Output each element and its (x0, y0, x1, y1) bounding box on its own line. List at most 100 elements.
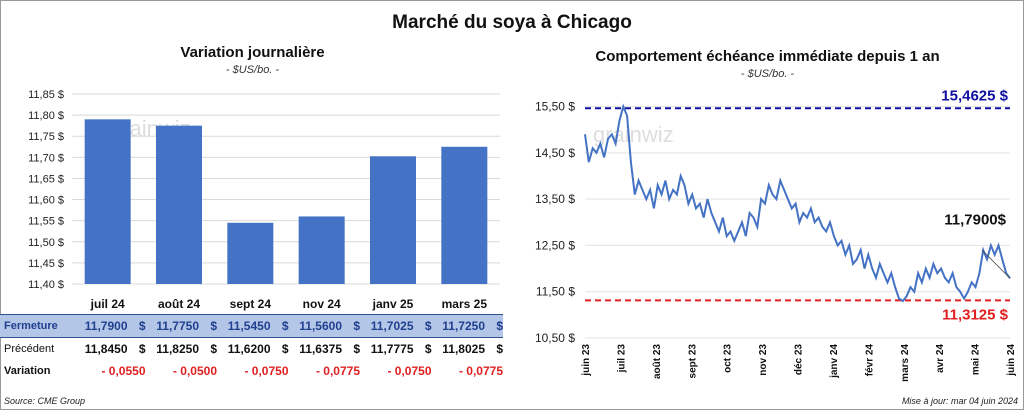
x-tick-label: août 24 (158, 297, 200, 311)
currency-symbol: $ (281, 342, 289, 356)
currency-symbol: $ (496, 342, 503, 356)
cell-value: 11,7900 (84, 319, 128, 333)
x-tick-label: janv 24 (829, 344, 840, 379)
table-cell-variation: - 0,0500 (146, 360, 217, 382)
x-tick-label: mai 24 (971, 344, 982, 376)
table-cell-precedent: 11,8250 $ (146, 338, 217, 361)
x-tick-label: juin 23 (581, 344, 592, 377)
x-tick-label: sept 23 (687, 344, 698, 379)
table-cell-precedent: 11,6200 $ (217, 338, 289, 361)
y-tick-label: 10,50 $ (535, 331, 575, 345)
cell-value: - 0,0750 (244, 364, 289, 378)
cell-value: 11,6200 (227, 342, 271, 356)
x-tick-label: juil 23 (616, 344, 627, 374)
x-tick-label: nov 24 (303, 297, 341, 311)
x-tick-label: janv 25 (372, 297, 414, 311)
bar (370, 156, 416, 284)
cell-value: 11,7775 (370, 342, 414, 356)
row-label-fermeture: Fermeture (0, 314, 74, 338)
y-tick-label: 15,50 $ (535, 100, 575, 114)
right-chart-unit: - $US/bo. - (740, 68, 795, 80)
cell-value: - 0,0750 (387, 364, 432, 378)
table-cell-fermeture: 11,7750 $ (145, 314, 217, 338)
currency-symbol: $ (496, 319, 503, 333)
table-cell-fermeture: 11,5600 $ (288, 314, 360, 338)
table-cell-fermeture: 11,7025 $ (360, 314, 432, 338)
right-chart-title: Comportement échéance immédiate depuis 1… (595, 48, 940, 65)
bar (298, 216, 345, 284)
y-tick-label: 11,40 $ (28, 279, 64, 291)
table-cell-variation: - 0,0550 (74, 360, 146, 382)
currency-symbol: $ (353, 319, 360, 333)
table-cell-fermeture: 11,7900 $ (74, 314, 146, 338)
x-tick-label: déc 23 (794, 344, 805, 376)
currency-symbol: $ (424, 342, 432, 356)
y-tick-label: 11,85 $ (28, 89, 64, 101)
table-cell-variation: - 0,0775 (432, 360, 503, 382)
table-cell-precedent: 11,6375 $ (289, 338, 360, 361)
currency-symbol: $ (138, 319, 146, 333)
table-cell-fermeture: 11,7250 $ (431, 314, 503, 338)
source-note: Source: CME Group (4, 396, 86, 406)
last-value-label: 11,7900$ (944, 212, 1006, 229)
y-tick-label: 11,75 $ (28, 131, 64, 143)
cell-value: 11,6375 (299, 342, 342, 356)
y-tick-label: 11,65 $ (28, 173, 64, 185)
x-tick-label: juil 24 (90, 297, 125, 311)
watermark-text: grainwiz (593, 122, 674, 147)
table-cell-variation: - 0,0750 (217, 360, 289, 382)
y-tick-label: 11,50 $ (536, 285, 575, 299)
left-chart-title: Variation journalière (180, 44, 325, 61)
table-cell-precedent: 11,7775 $ (360, 338, 432, 361)
cell-value: 11,7750 (156, 319, 199, 333)
bar (227, 222, 274, 284)
cell-value: 11,5450 (227, 319, 271, 333)
x-tick-label: mars 25 (442, 297, 488, 311)
y-tick-label: 11,80 $ (28, 110, 64, 122)
x-tick-label: oct 23 (723, 344, 734, 373)
update-note: Mise à jour: mar 04 juin 2024 (901, 396, 1018, 406)
main-title: Marché du soya à Chicago (392, 12, 632, 33)
bar (156, 125, 202, 284)
x-tick-label: mars 24 (900, 344, 911, 382)
table-cell-precedent: 11,8450 $ (74, 338, 146, 361)
cell-value: 11,8450 (84, 342, 128, 356)
table-row-precedent: Précédent 11,8450 $11,8250 $11,6200 $11,637… (0, 338, 503, 361)
cell-value: - 0,0500 (172, 364, 217, 378)
row-label-variation: Variation (4, 365, 51, 377)
cell-value: 11,5600 (299, 319, 342, 333)
high-value-label: 15,4625 $ (941, 87, 1008, 104)
y-tick-label: 11,50 $ (28, 237, 64, 249)
x-tick-label: sept 24 (230, 297, 272, 311)
x-tick-label: nov 23 (758, 344, 769, 376)
y-tick-label: 12,50 $ (535, 238, 575, 252)
table-cell-variation: - 0,0775 (289, 360, 360, 382)
cell-value: - 0,0550 (101, 364, 146, 378)
last-value-leader (981, 249, 1011, 279)
price-table: Fermeture 11,7900 $11,7750 $11,5450 $11,560… (0, 314, 503, 382)
cell-value: 11,8025 (442, 342, 485, 356)
cell-value: 11,7025 (370, 319, 414, 333)
cell-value: 11,7250 (442, 319, 485, 333)
table-row-variation: Variation - 0,0550 - 0,0500 - 0,0750 - 0,07… (0, 360, 503, 382)
currency-symbol: $ (210, 319, 217, 333)
x-tick-label: août 23 (652, 344, 663, 379)
currency-symbol: $ (424, 319, 432, 333)
y-tick-label: 11,55 $ (28, 216, 64, 228)
y-tick-label: 13,50 $ (535, 192, 575, 206)
currency-symbol: $ (138, 342, 146, 356)
y-tick-label: 11,60 $ (28, 195, 64, 207)
currency-symbol: $ (281, 319, 289, 333)
table-cell-precedent: 11,8025 $ (432, 338, 503, 361)
price-line (584, 103, 1011, 303)
left-chart-unit: - $US/bo. - (225, 64, 280, 76)
table-row-fermeture: Fermeture 11,7900 $11,7750 $11,5450 $11,560… (0, 314, 503, 338)
row-label-precedent: Précédent (4, 343, 55, 355)
table-cell-fermeture: 11,5450 $ (217, 314, 289, 338)
bar (441, 146, 488, 284)
currency-symbol: $ (210, 342, 217, 356)
low-value-label: 11,3125 $ (942, 306, 1009, 323)
x-tick-label: juin 24 (1006, 344, 1017, 377)
cell-value: 11,8250 (156, 342, 199, 356)
x-tick-label: avr 24 (935, 344, 946, 373)
